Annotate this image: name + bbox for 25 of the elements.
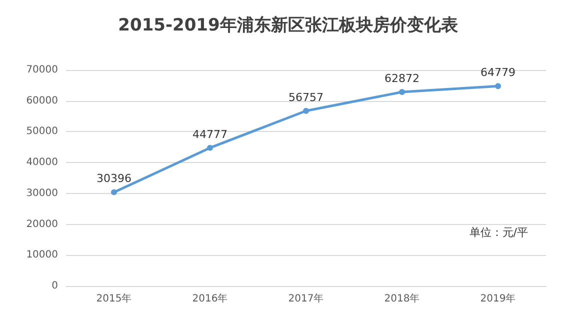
x-tick-label: 2018年 xyxy=(384,292,420,304)
y-tick-label: 50000 xyxy=(26,126,58,138)
y-tick-label: 10000 xyxy=(26,250,58,261)
point xyxy=(495,83,501,90)
y-tick-label: 70000 xyxy=(26,64,58,76)
y-tick-label: 20000 xyxy=(26,218,58,230)
point xyxy=(111,189,117,196)
data-label: 62872 xyxy=(384,72,420,85)
x-tick-label: 2015年 xyxy=(96,292,132,304)
chart-title: 2015-2019年浦东新区张江板块房价变化表 xyxy=(118,16,459,36)
data-label: 56757 xyxy=(288,90,324,104)
point xyxy=(399,88,405,95)
y-tick-label: 40000 xyxy=(26,157,58,168)
annotation: 单位：元/平 xyxy=(469,226,528,239)
x-tick-label: 2019年 xyxy=(480,292,516,304)
data-label: 64779 xyxy=(480,66,516,80)
data-label: 30396 xyxy=(96,172,132,186)
x-tick-label: 2017年 xyxy=(288,292,324,304)
y-tick-label: 30000 xyxy=(26,188,58,199)
x-tick-label: 2016年 xyxy=(192,292,228,304)
y-tick-label: 60000 xyxy=(26,95,58,106)
point xyxy=(303,108,309,114)
data-label: 44777 xyxy=(192,128,228,141)
y-tick-label: 0 xyxy=(52,280,58,292)
point xyxy=(207,144,213,151)
